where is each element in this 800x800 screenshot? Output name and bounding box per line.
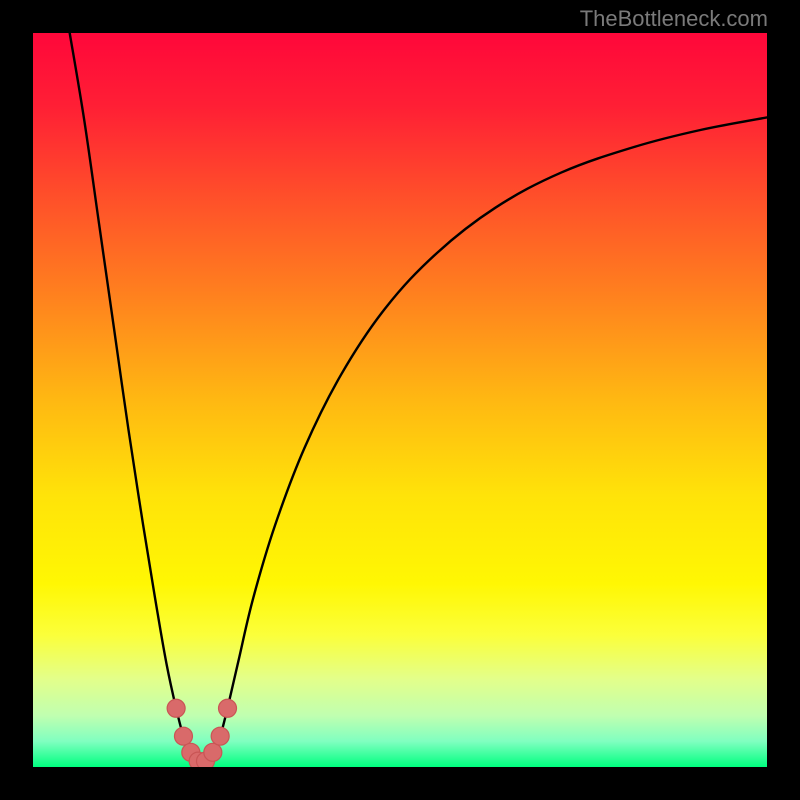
marker-point <box>219 699 237 717</box>
marker-point <box>211 727 229 745</box>
marker-point <box>204 743 222 761</box>
watermark-text: TheBottleneck.com <box>580 6 768 32</box>
plot-area <box>33 33 767 767</box>
curve-left-branch <box>70 33 228 762</box>
curve-right-branch <box>228 117 767 708</box>
marker-point <box>174 727 192 745</box>
marker-point <box>167 699 185 717</box>
curve-layer <box>33 33 767 767</box>
